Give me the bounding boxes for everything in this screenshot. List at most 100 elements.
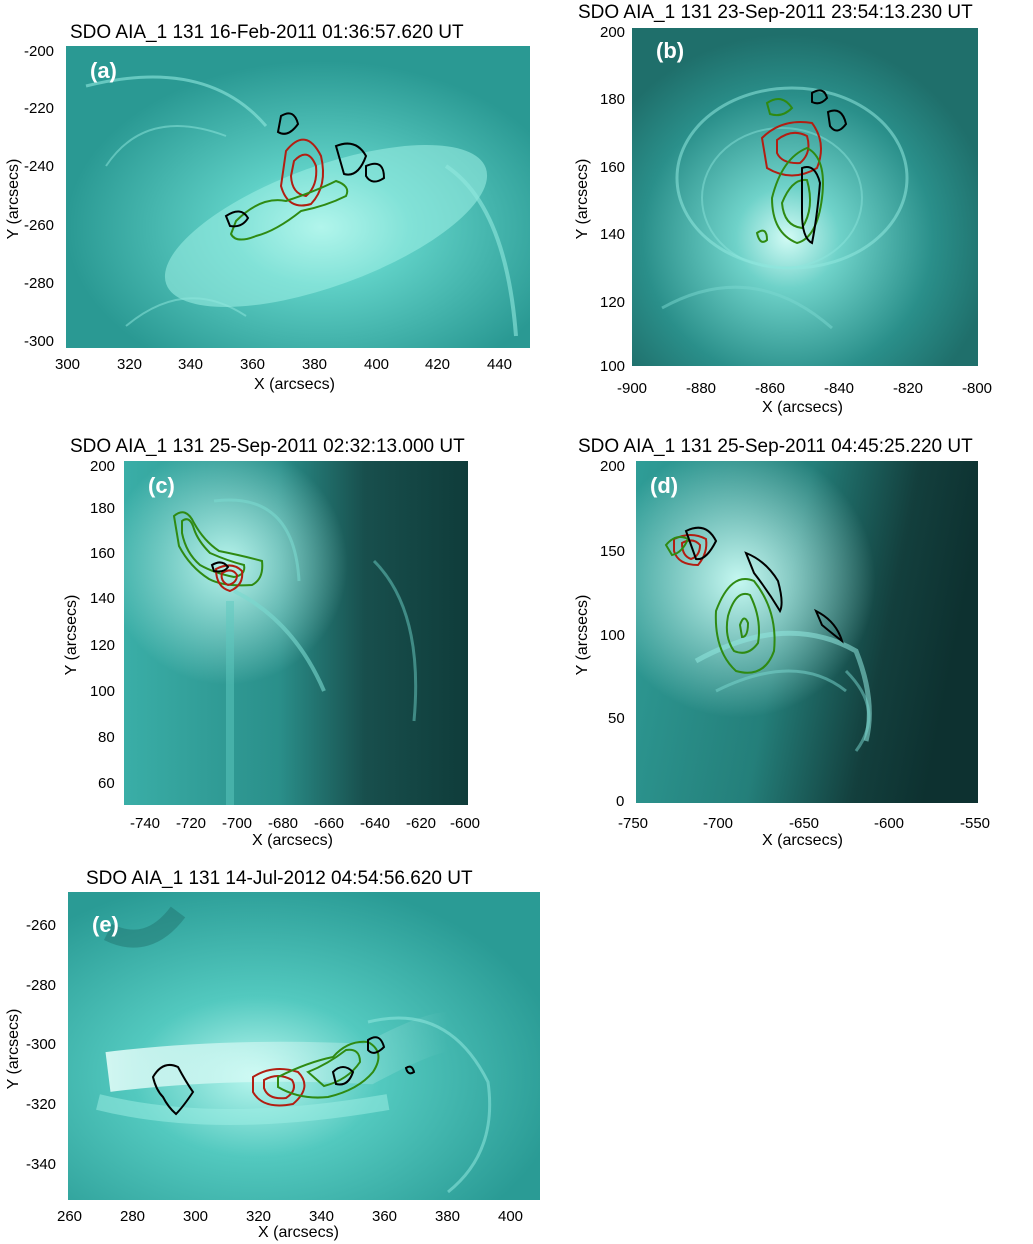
panel-d-red-contour-inner — [680, 539, 702, 561]
panel-e-xtick: 360 — [372, 1208, 398, 1225]
panel-c-ytick: 160 — [90, 545, 116, 562]
panel-e-ytick: -320 — [26, 1096, 57, 1113]
panel-c-green-contour — [172, 511, 264, 587]
panel-d-ylabel: Y (arcsecs) — [574, 594, 591, 676]
panel-a-letter: (a) — [90, 58, 117, 83]
panel-b-xlabel: X (arcsecs) — [762, 399, 843, 416]
panel-e-image: (e) — [68, 892, 540, 1200]
panel-d-ytick: 200 — [600, 458, 626, 475]
panel-c-ytick: 120 — [90, 637, 116, 654]
panel-c-black-contour — [210, 561, 230, 573]
panel-e-ytick: -260 — [26, 917, 57, 934]
panel-c-ytick: 140 — [90, 590, 116, 607]
panel-b-red-contour-outer — [760, 121, 822, 177]
panel-c-ytick: 80 — [98, 729, 115, 746]
panel-a-ytick: -200 — [24, 43, 55, 60]
panel-a-image: (a) — [66, 46, 530, 348]
panel-e-ytick: -280 — [26, 977, 57, 994]
panel-d-ytick: 150 — [600, 543, 626, 560]
panel-b-red-contour-inner — [776, 131, 810, 165]
panel-b-ytick: 140 — [600, 226, 626, 243]
panel-d-xtick: -700 — [703, 815, 734, 832]
panel-e-red-contour-outer — [252, 1067, 306, 1107]
panel-c-red-contour-outer — [214, 564, 244, 593]
panel-c-xtick: -660 — [314, 815, 345, 832]
panel-a-ylabel: Y (arcsecs) — [5, 158, 22, 240]
panel-a-ytick: -240 — [24, 158, 55, 175]
panel-d-image: (d) — [636, 461, 978, 803]
panel-a-xlabel: X (arcsecs) — [254, 376, 335, 393]
panel-e-green-contour — [277, 1040, 380, 1099]
panel-b-xtick: -820 — [893, 380, 924, 397]
panel-c-ytick: 200 — [90, 458, 116, 475]
panel-e-xtick: 400 — [498, 1208, 524, 1225]
panel-b-ytick: 100 — [600, 358, 626, 375]
panel-d-ytick: 0 — [616, 793, 625, 810]
panel-b-green-contour — [770, 146, 824, 245]
panel-a-green-contour — [229, 179, 349, 241]
panel-a-black-contour — [276, 112, 386, 183]
panel-e-xtick: 300 — [183, 1208, 209, 1225]
panel-b-xtick: -840 — [824, 380, 855, 397]
panel-e-xtick: 380 — [435, 1208, 461, 1225]
panel-a-xtick: 420 — [425, 356, 451, 373]
panel-a-xtick: 400 — [364, 356, 390, 373]
panel-a-ytick: -220 — [24, 100, 55, 117]
panel-a-red-contour-inner — [289, 153, 318, 198]
panel-e-letter: (e) — [92, 912, 119, 937]
panel-b-ylabel: Y (arcsecs) — [574, 158, 591, 240]
panel-d-ytick: 100 — [600, 627, 626, 644]
panel-b-xtick: -800 — [962, 380, 993, 397]
panel-d-xtick: -750 — [618, 815, 649, 832]
panel-c-ytick: 60 — [98, 775, 115, 792]
panel-d-black-contour — [684, 526, 844, 644]
panel-a-ytick: -300 — [24, 333, 55, 350]
panel-e-title: SDO AIA_1 131 14-Jul-2012 04:54:56.620 U… — [86, 868, 473, 889]
panel-d-green-contour — [714, 578, 776, 674]
panel-b-image: (b) — [632, 28, 978, 366]
panel-c-ylabel: Y (arcsecs) — [63, 594, 80, 676]
panel-a-xtick: 440 — [487, 356, 513, 373]
panel-c-xtick: -720 — [176, 815, 207, 832]
panel-e-ylabel: Y (arcsecs) — [5, 1008, 22, 1090]
panel-b-title: SDO AIA_1 131 23-Sep-2011 23:54:13.230 U… — [578, 2, 973, 23]
panel-d-title: SDO AIA_1 131 25-Sep-2011 04:45:25.220 U… — [578, 436, 973, 457]
panel-e-xtick: 320 — [246, 1208, 272, 1225]
panel-b-ytick: 160 — [600, 159, 626, 176]
panel-e-black-contour — [151, 1064, 195, 1116]
panel-b-ytick: 200 — [600, 24, 626, 41]
panel-c-title: SDO AIA_1 131 25-Sep-2011 02:32:13.000 U… — [70, 436, 465, 457]
panel-a-xtick: 360 — [240, 356, 266, 373]
panel-b-black-contour — [801, 166, 822, 245]
panel-b-ytick: 120 — [600, 294, 626, 311]
panel-c-xtick: -620 — [406, 815, 437, 832]
panel-c-xlabel: X (arcsecs) — [252, 832, 333, 849]
panel-e-xtick: 340 — [309, 1208, 335, 1225]
panel-a-xtick: 320 — [117, 356, 143, 373]
panel-a-xtick: 380 — [302, 356, 328, 373]
panel-d-xtick: -600 — [874, 815, 905, 832]
panel-b-xtick: -860 — [755, 380, 786, 397]
panel-c-ytick: 100 — [90, 683, 116, 700]
panel-c-xtick: -640 — [360, 815, 391, 832]
panel-d-xtick: -650 — [789, 815, 820, 832]
panel-a-xtick: 300 — [55, 356, 81, 373]
panel-d-ytick: 50 — [608, 710, 625, 727]
panel-b-ytick: 180 — [600, 91, 626, 108]
panel-e-ytick: -340 — [26, 1156, 57, 1173]
panel-c-ytick: 180 — [90, 500, 116, 517]
panel-d-xtick: -550 — [960, 815, 991, 832]
panel-b-xtick: -880 — [686, 380, 717, 397]
panel-c-red-contour-inner — [220, 569, 239, 587]
panel-d-red-contour-outer — [673, 534, 708, 567]
panel-b-xtick: -900 — [617, 380, 648, 397]
panel-d-letter: (d) — [650, 473, 679, 498]
panel-d-xlabel: X (arcsecs) — [762, 832, 843, 849]
panel-e-xlabel: X (arcsecs) — [258, 1224, 339, 1241]
panel-a-title: SDO AIA_1 131 16-Feb-2011 01:36:57.620 U… — [70, 22, 464, 43]
panel-e-xtick: 260 — [57, 1208, 83, 1225]
panel-a-ytick: -280 — [24, 275, 55, 292]
panel-c-xtick: -700 — [222, 815, 253, 832]
panel-e-ytick: -300 — [26, 1036, 57, 1053]
panel-a-xtick: 340 — [178, 356, 204, 373]
